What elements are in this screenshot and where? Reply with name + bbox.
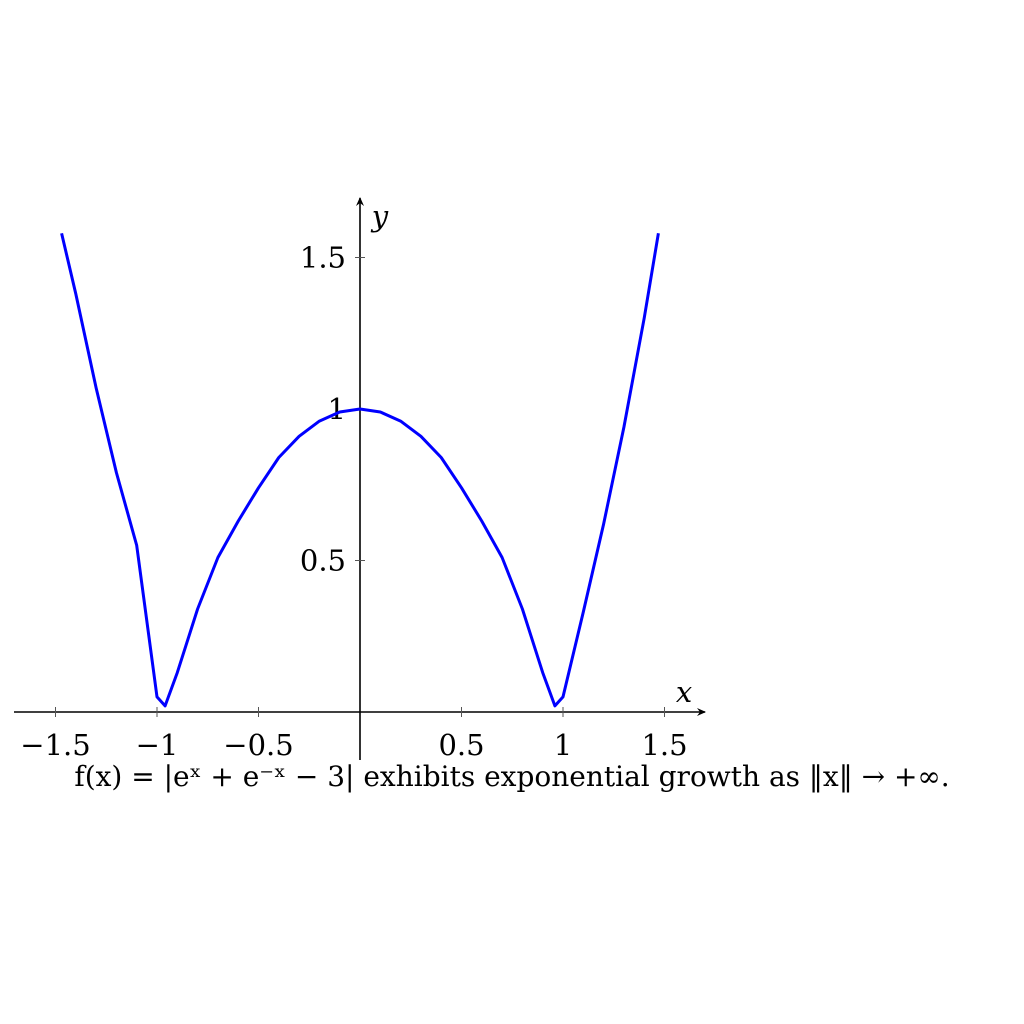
x-tick-label: 0.5 [438, 728, 484, 760]
y-axis-label: y [370, 199, 389, 233]
y-tick-label: 1 [328, 392, 346, 426]
x-axis-label: x [676, 675, 692, 709]
x-tick-label: −1.5 [20, 728, 90, 760]
y-tick-label: 0.5 [300, 544, 346, 578]
series-line [60, 232, 660, 708]
ticks: −1.5 −1 −0.5 0.5 1 1.5 0.5 1 1.5 [20, 241, 687, 761]
figure-caption: f(x) = |eˣ + e⁻ˣ − 3| exhibits exponenti… [74, 760, 950, 793]
y-tick-label: 1.5 [300, 241, 346, 275]
axes [14, 197, 706, 760]
x-tick-label: 1 [554, 728, 572, 760]
x-tick-label: 1.5 [641, 728, 687, 760]
series [60, 232, 660, 708]
function-plot: −1.5 −1 −0.5 0.5 1 1.5 0.5 1 1.5 x y [14, 197, 706, 761]
x-tick-label: −0.5 [223, 728, 293, 760]
x-tick-label: −1 [136, 728, 179, 760]
